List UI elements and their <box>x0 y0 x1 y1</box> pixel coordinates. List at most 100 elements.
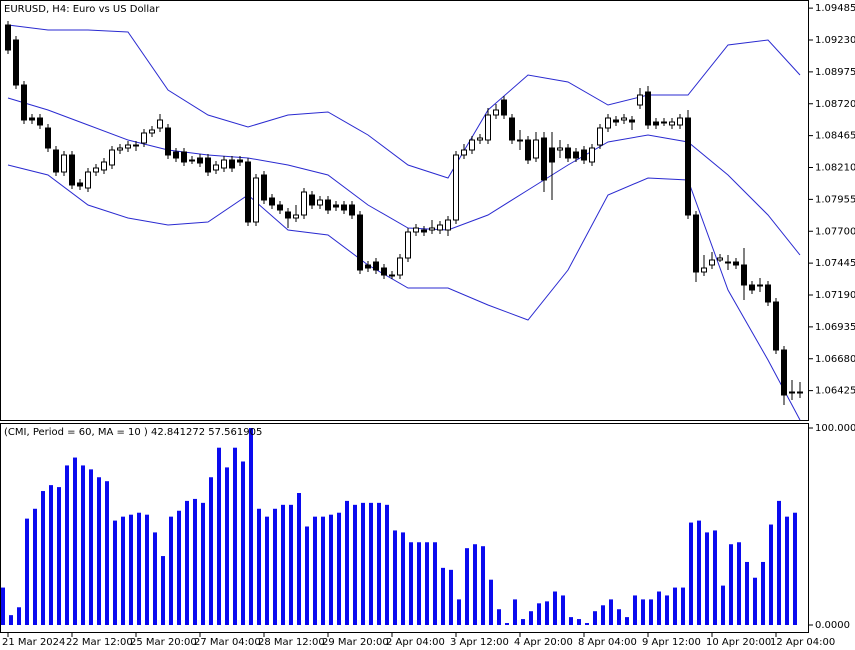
candle-body <box>213 164 219 171</box>
histogram-bar <box>233 447 237 625</box>
x-tick-label: 8 Apr 04:00 <box>578 637 637 648</box>
histogram-bar <box>441 567 445 625</box>
candle-body <box>765 284 771 303</box>
y-tick-label: 1.07700 <box>815 226 855 237</box>
histogram-bar <box>793 512 797 625</box>
histogram-bar <box>217 447 221 625</box>
histogram-bar <box>385 504 389 625</box>
candle-body <box>373 261 379 271</box>
histogram-bar <box>129 514 133 625</box>
candle-body <box>109 149 115 166</box>
histogram-bar <box>465 548 469 625</box>
y-tick-label: 1.09230 <box>815 35 855 46</box>
histogram-bar <box>489 579 493 625</box>
candle-body <box>13 39 19 86</box>
y-tick-label: 1.08210 <box>815 163 855 174</box>
histogram-bar <box>625 617 629 625</box>
histogram-bar <box>785 516 789 625</box>
bollinger-band <box>7 24 801 179</box>
histogram-bar <box>409 542 413 625</box>
y-tick-label: 1.08465 <box>815 131 855 142</box>
histogram-bar <box>89 469 93 625</box>
histogram-bar <box>41 491 45 625</box>
candle-body <box>701 267 707 273</box>
candle-body <box>349 204 355 216</box>
candle-body <box>685 117 691 216</box>
histogram-bar <box>593 611 597 625</box>
histogram-bar <box>1 587 5 625</box>
histogram-bar <box>673 587 677 625</box>
histogram-bar <box>73 457 77 625</box>
histogram-bar <box>361 502 365 625</box>
histogram-bar <box>201 502 205 625</box>
candle-body <box>549 147 555 163</box>
x-tick-label: 27 Mar 04:00 <box>194 637 261 648</box>
candle-body <box>453 154 459 221</box>
histogram-bar <box>417 542 421 625</box>
y-tick-label: 1.07445 <box>815 258 855 269</box>
histogram-bar <box>569 617 573 625</box>
histogram-bar <box>737 542 741 625</box>
histogram-bar <box>777 500 781 625</box>
y-tick-label: 1.07190 <box>815 290 855 301</box>
histogram-bar <box>313 516 317 625</box>
x-tick-label: 3 Apr 12:00 <box>450 637 509 648</box>
candle-body <box>533 139 539 159</box>
histogram-bar <box>393 530 397 625</box>
bollinger-band <box>7 164 801 421</box>
x-tick-label: 21 Mar 2024 <box>2 637 65 648</box>
histogram-bar <box>481 546 485 625</box>
candle-body <box>149 129 155 134</box>
candle-body <box>357 214 363 271</box>
histogram-bar <box>113 520 117 625</box>
y-tick-label: 1.08975 <box>815 67 855 78</box>
candle-body <box>245 161 251 223</box>
histogram-bar <box>185 500 189 625</box>
candle-body <box>221 159 227 169</box>
candle-body <box>293 214 299 219</box>
histogram-bar <box>297 493 301 625</box>
candle-body <box>5 24 11 51</box>
candle-body <box>645 91 651 126</box>
histogram-bar <box>273 508 277 625</box>
x-tick-label: 25 Mar 20:00 <box>130 637 197 648</box>
candle-body <box>141 132 147 144</box>
candle-body <box>541 137 547 181</box>
candle-body <box>757 284 763 287</box>
candle-body <box>197 157 203 164</box>
candle-body <box>237 159 243 163</box>
histogram-bar <box>761 561 765 625</box>
histogram-bar <box>729 544 733 625</box>
candle-body <box>21 84 27 121</box>
histogram-bar <box>97 477 101 625</box>
histogram-bar <box>497 609 501 625</box>
candle-body <box>397 257 403 276</box>
histogram-bar <box>153 532 157 625</box>
histogram-bar <box>305 526 309 625</box>
x-tick-label: 4 Apr 20:00 <box>514 637 573 648</box>
candle-body <box>605 117 611 129</box>
candle-body <box>445 219 451 231</box>
candle-body <box>429 227 435 231</box>
histogram-bar <box>57 487 61 625</box>
candle-body <box>661 121 667 124</box>
histogram-bar <box>353 504 357 625</box>
histogram-bar <box>137 512 141 625</box>
candle-body <box>789 391 795 394</box>
candle-body <box>741 264 747 286</box>
histogram-bar <box>753 577 757 625</box>
histogram-bar <box>249 428 253 625</box>
histogram-bar <box>177 510 181 625</box>
candle-body <box>277 204 283 211</box>
candle-body <box>317 199 323 206</box>
histogram-bar <box>265 516 269 625</box>
candle-body <box>93 167 99 173</box>
x-tick-label: 29 Mar 20:00 <box>322 637 389 648</box>
candle-body <box>421 229 427 233</box>
histogram-bar <box>105 481 109 625</box>
candle-body <box>589 147 595 163</box>
candle-body <box>773 301 779 351</box>
histogram-bar <box>49 485 53 625</box>
candle-body <box>253 177 259 223</box>
candle-body <box>469 139 475 151</box>
